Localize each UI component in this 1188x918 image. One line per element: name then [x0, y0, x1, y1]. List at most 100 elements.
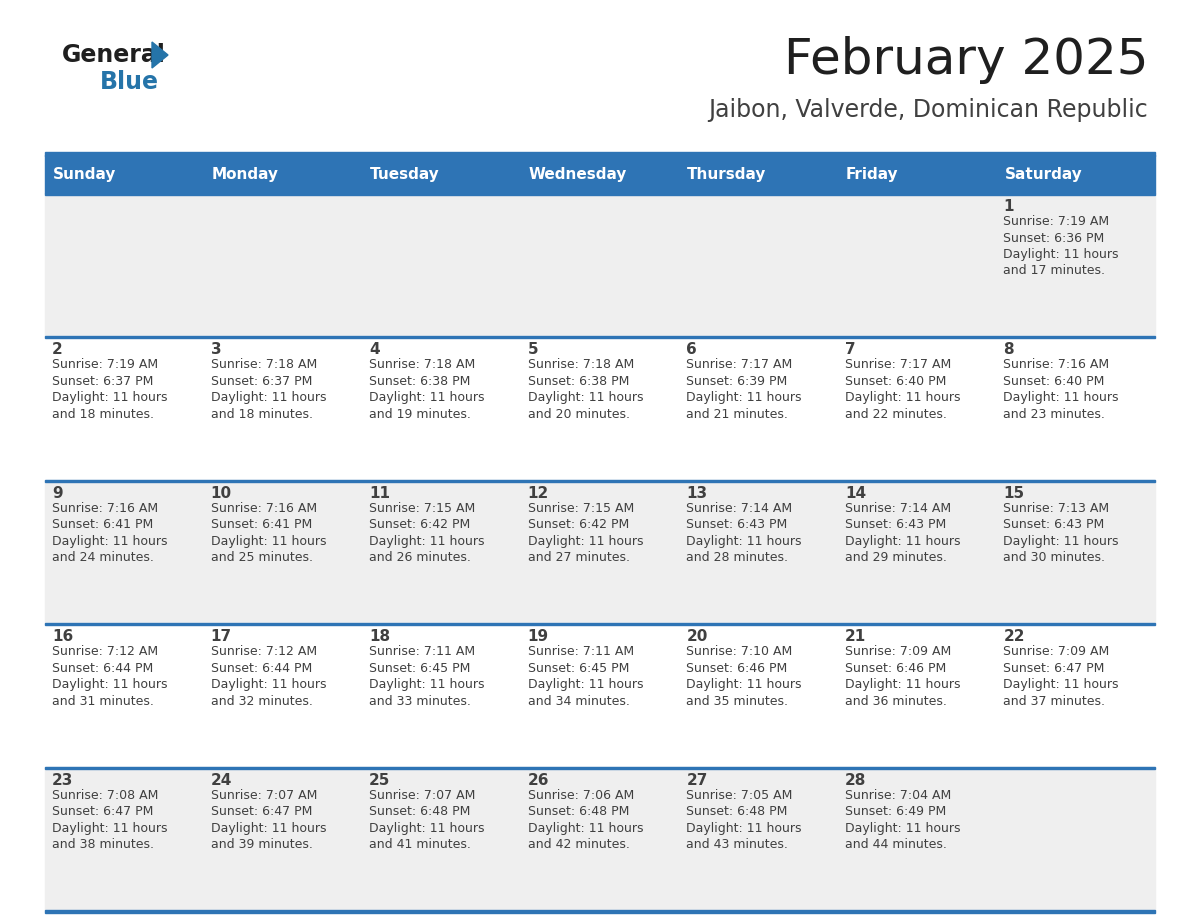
Text: Daylight: 11 hours: Daylight: 11 hours	[52, 391, 168, 405]
Text: Sunset: 6:43 PM: Sunset: 6:43 PM	[845, 519, 946, 532]
Text: Sunrise: 7:19 AM: Sunrise: 7:19 AM	[52, 358, 158, 372]
Text: 15: 15	[1004, 486, 1024, 501]
Text: Daylight: 11 hours: Daylight: 11 hours	[1004, 248, 1119, 261]
Text: Sunrise: 7:12 AM: Sunrise: 7:12 AM	[210, 645, 317, 658]
Bar	[45, 193, 1155, 195]
Text: and 20 minutes.: and 20 minutes.	[527, 408, 630, 420]
Text: Sunset: 6:46 PM: Sunset: 6:46 PM	[845, 662, 946, 675]
Text: Sunset: 6:43 PM: Sunset: 6:43 PM	[1004, 519, 1105, 532]
Text: Daylight: 11 hours: Daylight: 11 hours	[845, 678, 960, 691]
Text: 2: 2	[52, 342, 63, 357]
Bar	[45, 152, 1155, 156]
Text: Sunset: 6:41 PM: Sunset: 6:41 PM	[52, 519, 153, 532]
Text: Sunrise: 7:05 AM: Sunrise: 7:05 AM	[687, 789, 792, 801]
Text: Saturday: Saturday	[1004, 166, 1082, 182]
Text: Sunset: 6:37 PM: Sunset: 6:37 PM	[52, 375, 153, 388]
Text: Daylight: 11 hours: Daylight: 11 hours	[369, 678, 485, 691]
Polygon shape	[152, 42, 168, 68]
Text: February 2025: February 2025	[784, 36, 1148, 84]
Text: and 35 minutes.: and 35 minutes.	[687, 695, 789, 708]
Text: Sunset: 6:48 PM: Sunset: 6:48 PM	[687, 805, 788, 818]
Text: 9: 9	[52, 486, 63, 501]
Text: Sunrise: 7:16 AM: Sunrise: 7:16 AM	[1004, 358, 1110, 372]
Text: Daylight: 11 hours: Daylight: 11 hours	[369, 535, 485, 548]
Text: Sunrise: 7:09 AM: Sunrise: 7:09 AM	[845, 645, 952, 658]
Text: Sunrise: 7:18 AM: Sunrise: 7:18 AM	[527, 358, 634, 372]
Text: Sunset: 6:36 PM: Sunset: 6:36 PM	[1004, 231, 1105, 244]
Text: and 21 minutes.: and 21 minutes.	[687, 408, 788, 420]
Text: Sunset: 6:46 PM: Sunset: 6:46 PM	[687, 662, 788, 675]
Text: 25: 25	[369, 773, 391, 788]
Text: and 28 minutes.: and 28 minutes.	[687, 552, 789, 565]
Text: and 18 minutes.: and 18 minutes.	[52, 408, 154, 420]
Text: 27: 27	[687, 773, 708, 788]
Text: Friday: Friday	[846, 166, 898, 182]
Text: Daylight: 11 hours: Daylight: 11 hours	[52, 822, 168, 834]
Text: and 30 minutes.: and 30 minutes.	[1004, 552, 1105, 565]
Text: Sunset: 6:48 PM: Sunset: 6:48 PM	[527, 805, 630, 818]
Text: Monday: Monday	[211, 166, 278, 182]
Text: Daylight: 11 hours: Daylight: 11 hours	[1004, 678, 1119, 691]
Text: and 31 minutes.: and 31 minutes.	[52, 695, 154, 708]
Text: Daylight: 11 hours: Daylight: 11 hours	[210, 678, 326, 691]
Text: Daylight: 11 hours: Daylight: 11 hours	[527, 822, 643, 834]
Text: Daylight: 11 hours: Daylight: 11 hours	[687, 678, 802, 691]
Text: and 39 minutes.: and 39 minutes.	[210, 838, 312, 851]
Text: and 17 minutes.: and 17 minutes.	[1004, 264, 1105, 277]
Text: Sunset: 6:44 PM: Sunset: 6:44 PM	[210, 662, 311, 675]
Text: 5: 5	[527, 342, 538, 357]
Text: and 18 minutes.: and 18 minutes.	[210, 408, 312, 420]
Text: Daylight: 11 hours: Daylight: 11 hours	[687, 535, 802, 548]
Text: and 44 minutes.: and 44 minutes.	[845, 838, 947, 851]
Bar	[45, 623, 1155, 625]
Text: and 33 minutes.: and 33 minutes.	[369, 695, 470, 708]
Text: and 37 minutes.: and 37 minutes.	[1004, 695, 1105, 708]
Text: and 29 minutes.: and 29 minutes.	[845, 552, 947, 565]
Text: Daylight: 11 hours: Daylight: 11 hours	[687, 822, 802, 834]
Text: Sunrise: 7:08 AM: Sunrise: 7:08 AM	[52, 789, 158, 801]
Text: General: General	[62, 43, 166, 67]
Text: and 43 minutes.: and 43 minutes.	[687, 838, 788, 851]
Text: 26: 26	[527, 773, 549, 788]
Text: Sunrise: 7:17 AM: Sunrise: 7:17 AM	[845, 358, 952, 372]
Text: 11: 11	[369, 486, 390, 501]
Text: Sunrise: 7:10 AM: Sunrise: 7:10 AM	[687, 645, 792, 658]
Text: Daylight: 11 hours: Daylight: 11 hours	[210, 391, 326, 405]
Text: and 38 minutes.: and 38 minutes.	[52, 838, 154, 851]
Text: and 36 minutes.: and 36 minutes.	[845, 695, 947, 708]
Text: Daylight: 11 hours: Daylight: 11 hours	[210, 535, 326, 548]
Text: Sunset: 6:45 PM: Sunset: 6:45 PM	[369, 662, 470, 675]
Text: Daylight: 11 hours: Daylight: 11 hours	[845, 535, 960, 548]
Text: Daylight: 11 hours: Daylight: 11 hours	[52, 535, 168, 548]
Text: Sunrise: 7:07 AM: Sunrise: 7:07 AM	[369, 789, 475, 801]
Text: 19: 19	[527, 629, 549, 644]
Bar	[45, 193, 1155, 336]
Text: Daylight: 11 hours: Daylight: 11 hours	[210, 822, 326, 834]
Text: 10: 10	[210, 486, 232, 501]
Text: Daylight: 11 hours: Daylight: 11 hours	[527, 678, 643, 691]
Text: Sunrise: 7:09 AM: Sunrise: 7:09 AM	[1004, 645, 1110, 658]
Text: Sunrise: 7:12 AM: Sunrise: 7:12 AM	[52, 645, 158, 658]
Text: 16: 16	[52, 629, 74, 644]
Bar	[45, 336, 1155, 339]
Text: Sunset: 6:42 PM: Sunset: 6:42 PM	[369, 519, 470, 532]
Bar	[45, 767, 1155, 910]
Text: 1: 1	[1004, 199, 1013, 214]
Text: 18: 18	[369, 629, 391, 644]
Bar	[45, 767, 1155, 768]
Text: Sunset: 6:39 PM: Sunset: 6:39 PM	[687, 375, 788, 388]
Text: Daylight: 11 hours: Daylight: 11 hours	[369, 822, 485, 834]
Text: and 23 minutes.: and 23 minutes.	[1004, 408, 1105, 420]
Text: Sunrise: 7:18 AM: Sunrise: 7:18 AM	[369, 358, 475, 372]
Text: Sunset: 6:37 PM: Sunset: 6:37 PM	[210, 375, 312, 388]
Text: Sunday: Sunday	[53, 166, 116, 182]
Text: and 26 minutes.: and 26 minutes.	[369, 552, 470, 565]
Text: 4: 4	[369, 342, 380, 357]
Bar	[45, 155, 1155, 193]
Text: Sunset: 6:48 PM: Sunset: 6:48 PM	[369, 805, 470, 818]
Text: Sunset: 6:47 PM: Sunset: 6:47 PM	[52, 805, 153, 818]
Text: Sunrise: 7:16 AM: Sunrise: 7:16 AM	[210, 502, 317, 515]
Text: Sunset: 6:47 PM: Sunset: 6:47 PM	[210, 805, 312, 818]
Text: Sunrise: 7:06 AM: Sunrise: 7:06 AM	[527, 789, 634, 801]
Text: Daylight: 11 hours: Daylight: 11 hours	[527, 535, 643, 548]
